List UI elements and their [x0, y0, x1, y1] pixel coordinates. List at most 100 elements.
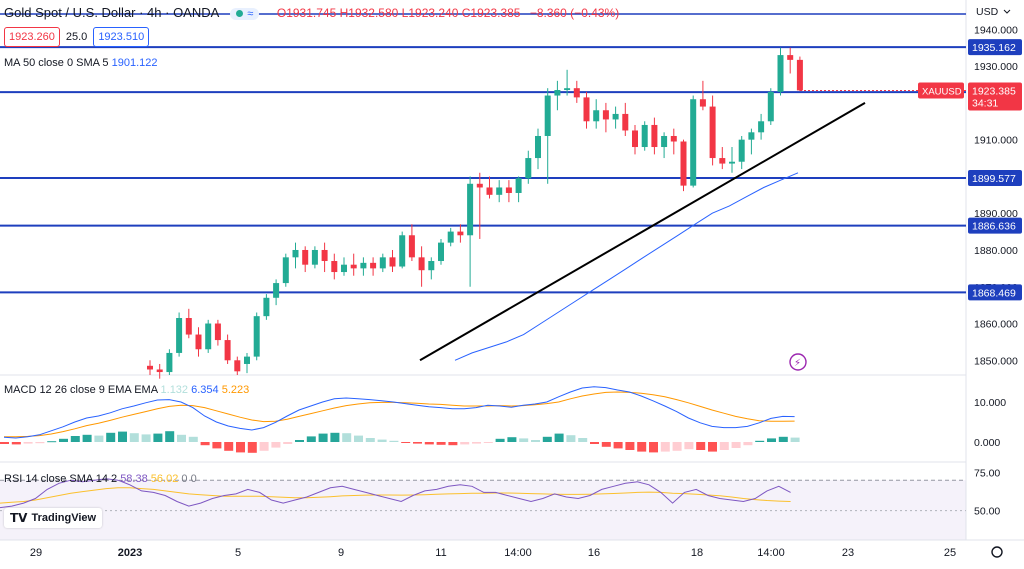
lightning-glyph: ⚡	[794, 358, 801, 369]
time-tick-label: 23	[842, 547, 854, 559]
candle-body	[496, 187, 503, 195]
tradingview-logo-icon: 𝗧𝗩	[10, 511, 28, 525]
candle-body	[661, 135, 668, 148]
macd-histogram-bar	[200, 442, 210, 446]
candle-body	[447, 231, 454, 243]
macd-histogram-bar	[212, 442, 222, 449]
macd-histogram-bar	[259, 442, 269, 451]
price-tick-label: 1930.000	[974, 61, 1018, 73]
level-price-box	[968, 284, 1022, 301]
settings-gear-icon	[991, 546, 1003, 558]
macd-histogram-bar	[389, 440, 399, 442]
candle-body	[457, 231, 464, 236]
macd-histogram-bar	[448, 442, 458, 446]
macd-histogram-bar	[177, 434, 186, 442]
symbol-title[interactable]: Gold Spot / U.S. Dollar · 4h · OANDA	[4, 5, 219, 20]
rsi-extra-2: 0	[190, 473, 197, 485]
candle-body	[253, 316, 260, 357]
rsi-legend[interactable]: RSI 14 close SMA 14 2 58.38 56.02 0 0	[4, 473, 197, 485]
level-price-label: 1886.636	[972, 221, 1016, 233]
candle-body	[690, 99, 697, 186]
candle-body	[758, 121, 765, 133]
macd-histogram-bar	[731, 442, 741, 448]
time-tick-label: 18	[691, 547, 703, 559]
symbol-tag-label: XAUUSD	[922, 86, 962, 97]
level-price-label: 1935.162	[972, 42, 1016, 54]
candle-body	[709, 106, 716, 159]
candle-body	[554, 90, 561, 96]
candle-body	[166, 352, 173, 373]
macd-histogram-bar	[35, 442, 45, 444]
candle-body	[505, 187, 512, 193]
market-status-pill[interactable]: ≈	[230, 8, 260, 20]
current-price-box	[968, 82, 1022, 111]
candle-body	[292, 249, 299, 258]
candle-body	[612, 113, 619, 120]
macd-histogram-bar	[424, 442, 434, 445]
macd-histogram-bar	[236, 442, 245, 453]
macd-legend[interactable]: MACD 12 26 close 9 EMA EMA 1.132 6.354 5…	[4, 384, 249, 396]
candle-body	[787, 55, 794, 60]
open-value: O1931.745	[276, 6, 337, 20]
macd-histogram-bar	[472, 442, 481, 444]
candle-body	[331, 261, 338, 273]
macd-histogram-bar	[295, 440, 304, 442]
lightning-icon	[789, 353, 807, 371]
ma-legend[interactable]: MA 50 close 0 SMA 5 1901.122	[4, 57, 158, 69]
macd-histogram-bar	[436, 442, 446, 445]
macd-tick-label: 0.000	[974, 437, 1000, 449]
candle-body	[418, 257, 425, 271]
price-tick-label: 1890.000	[974, 208, 1018, 220]
macd-histogram-bar	[519, 438, 529, 442]
candle-body	[525, 158, 532, 179]
spread-value: 25.0	[65, 31, 88, 43]
sell-button[interactable]: 1923.260	[4, 27, 60, 47]
candle-body	[622, 113, 629, 131]
ma-legend-name: MA 50 close 0 SMA 5	[4, 57, 109, 69]
countdown-label: 34:31	[972, 97, 998, 109]
candle-body	[564, 88, 571, 91]
macd-tick-label: 10.000	[974, 397, 1006, 409]
macd-histogram-bar	[790, 437, 800, 442]
macd-histogram-bar	[141, 434, 151, 442]
rsi-sma-line	[0, 487, 791, 504]
macd-histogram-bar	[649, 442, 658, 453]
macd-histogram-bar	[413, 442, 422, 444]
candle-body	[738, 139, 745, 162]
macd-histogram-bar	[625, 442, 635, 450]
macd-histogram-bar	[637, 442, 647, 452]
macd-legend-name: MACD 12 26 close 9 EMA EMA	[4, 384, 158, 396]
candle-body	[321, 249, 328, 262]
macd-histogram-bar	[247, 442, 257, 453]
time-tick-label: 9	[338, 547, 344, 559]
macd-histogram-bar	[129, 433, 139, 442]
macd-histogram-bar	[224, 442, 234, 451]
time-tick-label: 14:00	[504, 547, 532, 559]
candle-body	[680, 141, 687, 186]
change-value: −8.360 (−0.43%)	[529, 6, 620, 20]
candle-body	[408, 235, 415, 258]
price-tick-label: 1880.000	[974, 245, 1018, 257]
level-price-box	[968, 217, 1022, 234]
level-price-label: 1868.469	[972, 287, 1016, 299]
tradingview-logo[interactable]: 𝗧𝗩 TradingView	[4, 508, 103, 528]
candle-body	[214, 323, 221, 341]
candle-body	[535, 135, 541, 159]
candle-body	[476, 183, 483, 188]
high-value: H1932.580	[339, 6, 399, 20]
candle-body	[379, 257, 386, 269]
level-price-box	[968, 39, 1022, 56]
candle-body	[583, 97, 590, 122]
time-tick-label: 14:00	[757, 547, 785, 559]
price-tick-label: 1910.000	[974, 135, 1018, 147]
buy-button[interactable]: 1923.510	[93, 27, 150, 47]
macd-histogram-bar	[684, 442, 694, 450]
macd-histogram-bar	[767, 438, 776, 442]
candle-body	[699, 99, 706, 107]
candle-body	[777, 55, 784, 92]
rsi-legend-name: RSI 14 close SMA 14 2	[4, 473, 118, 485]
rsi-value: 58.38	[120, 473, 148, 485]
macd-histogram-bar	[566, 435, 576, 442]
